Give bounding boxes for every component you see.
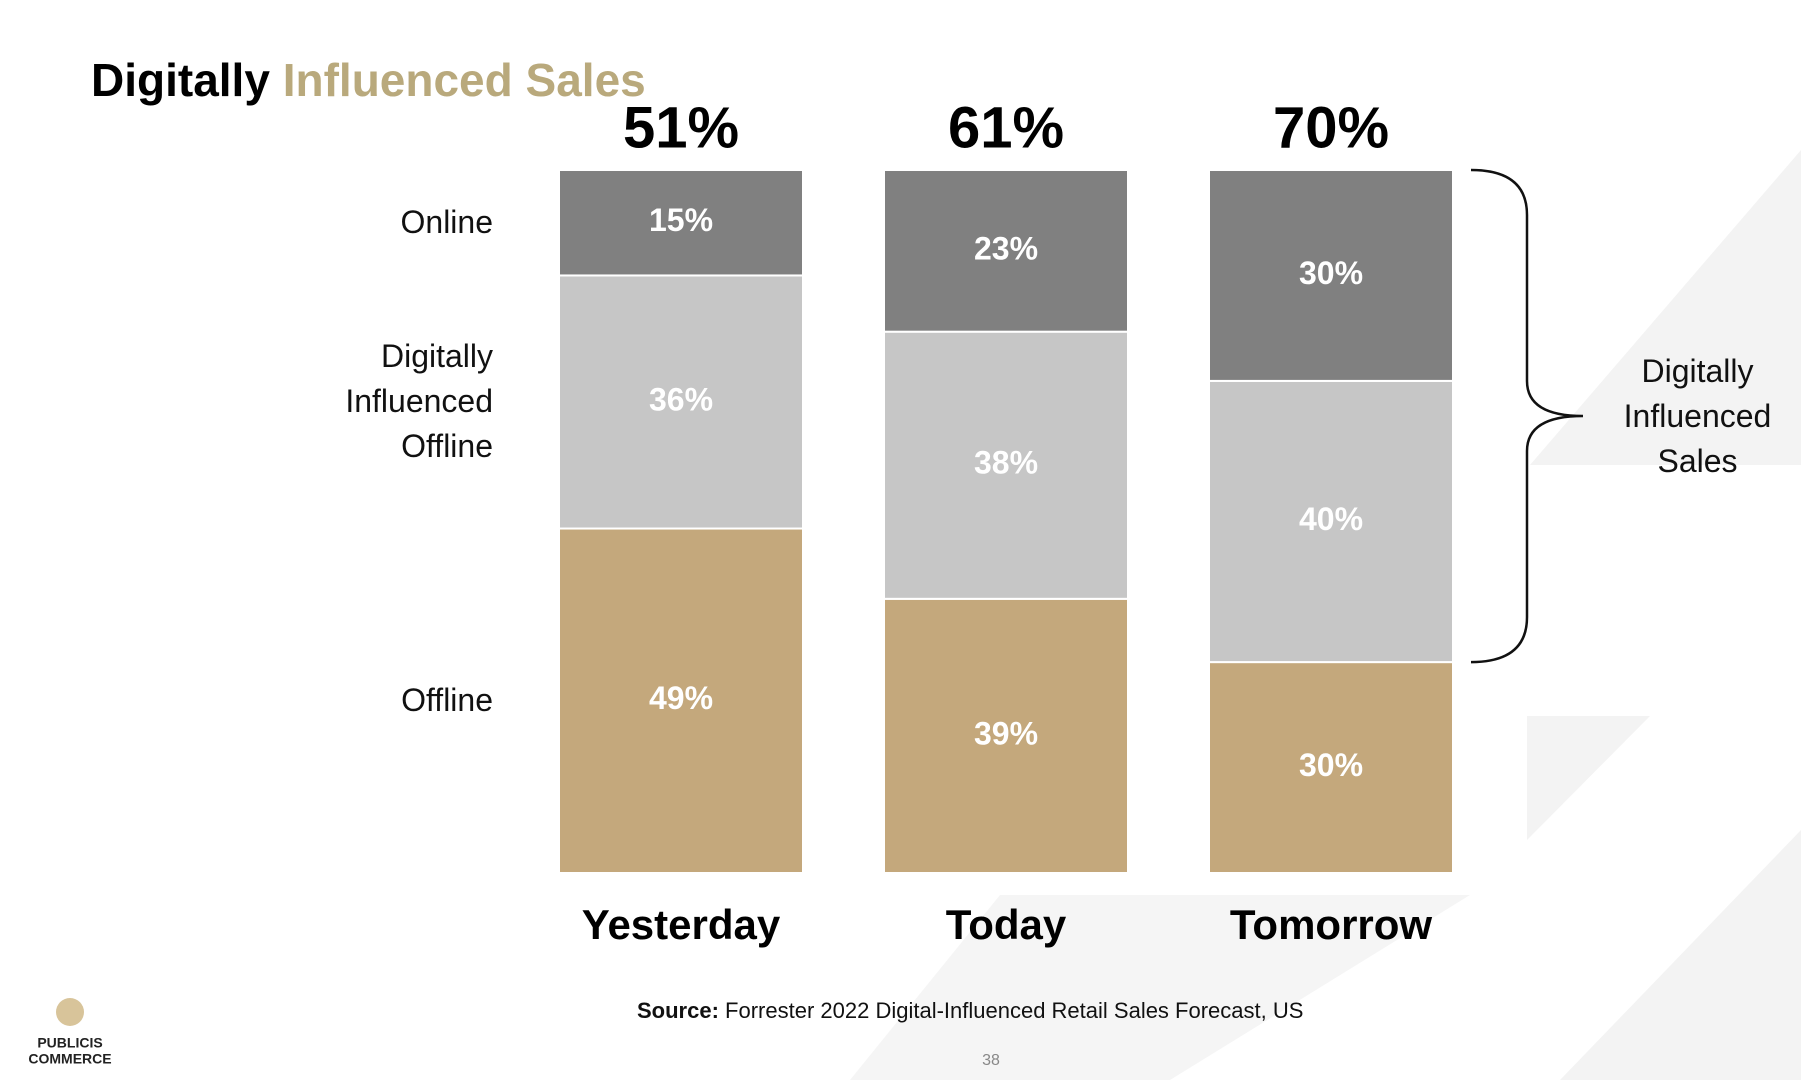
title-part: Digitally	[91, 54, 270, 106]
data-label: 40%	[1299, 501, 1363, 537]
data-label: 30%	[1299, 747, 1363, 783]
data-label: 15%	[649, 202, 713, 238]
x-tick-label: Yesterday	[582, 901, 781, 948]
bar-segment	[883, 330, 1129, 600]
bar-segment	[1208, 379, 1454, 664]
data-label: 39%	[974, 715, 1038, 751]
data-label: 30%	[1299, 255, 1363, 291]
page-number: 38	[982, 1052, 1000, 1069]
bracket	[1470, 168, 1584, 664]
bar-segment	[1208, 169, 1454, 382]
bar-segment	[883, 597, 1129, 875]
bg-shape	[1527, 716, 1650, 840]
bg-shape	[1560, 830, 1801, 1080]
data-label: 38%	[974, 445, 1038, 481]
legend-label: Offline	[401, 682, 493, 719]
chart-title: Digitally Influenced Sales	[91, 54, 646, 106]
data-label: 23%	[974, 230, 1038, 266]
bg-shape	[1530, 150, 1801, 465]
logo-icon	[56, 998, 84, 1026]
logo-text: PUBLICIS	[37, 1035, 102, 1051]
title-part: Influenced Sales	[283, 54, 646, 106]
total-label: 61%	[948, 95, 1064, 160]
total-label: 51%	[623, 95, 739, 160]
data-label: 36%	[649, 381, 713, 417]
legend-label: Digitally Influenced Offline	[345, 338, 493, 465]
source: Source: Forrester 2022 Digital-Influence…	[637, 998, 1303, 1023]
bar-segment	[558, 527, 804, 875]
bracket-label: Digitally Influenced Sales	[1623, 352, 1772, 479]
x-tick-label: Today	[946, 901, 1067, 948]
bar-segment	[558, 274, 804, 530]
legend-label: Online	[400, 204, 494, 241]
source-label: Source:	[637, 998, 719, 1023]
data-label: 49%	[649, 680, 713, 716]
logo-text: COMMERCE	[28, 1051, 111, 1067]
source-text: Forrester 2022 Digital-Influenced Retail…	[725, 998, 1303, 1023]
x-tick-label: Tomorrow	[1230, 901, 1433, 948]
bg-shape	[850, 895, 1470, 1080]
logo: PUBLICIS COMMERCE	[28, 998, 112, 1067]
bar-segment	[558, 169, 804, 277]
total-label: 70%	[1273, 95, 1389, 160]
bar-segment	[1208, 661, 1454, 874]
bar-segment	[883, 169, 1129, 333]
